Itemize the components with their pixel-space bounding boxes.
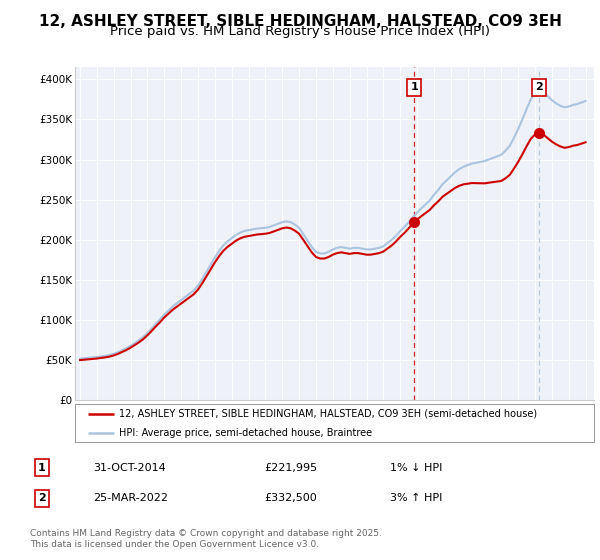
Text: £221,995: £221,995	[264, 463, 317, 473]
Text: HPI: Average price, semi-detached house, Braintree: HPI: Average price, semi-detached house,…	[119, 428, 372, 438]
Text: 1: 1	[410, 82, 418, 92]
Text: 2: 2	[38, 493, 46, 503]
Text: £332,500: £332,500	[264, 493, 317, 503]
Text: 2: 2	[535, 82, 543, 92]
Text: Contains HM Land Registry data © Crown copyright and database right 2025.
This d: Contains HM Land Registry data © Crown c…	[30, 529, 382, 549]
Text: 12, ASHLEY STREET, SIBLE HEDINGHAM, HALSTEAD, CO9 3EH (semi-detached house): 12, ASHLEY STREET, SIBLE HEDINGHAM, HALS…	[119, 409, 537, 419]
Text: 1: 1	[38, 463, 46, 473]
Text: 1% ↓ HPI: 1% ↓ HPI	[390, 463, 442, 473]
Text: 31-OCT-2014: 31-OCT-2014	[93, 463, 166, 473]
Text: 12, ASHLEY STREET, SIBLE HEDINGHAM, HALSTEAD, CO9 3EH: 12, ASHLEY STREET, SIBLE HEDINGHAM, HALS…	[38, 14, 562, 29]
Text: 3% ↑ HPI: 3% ↑ HPI	[390, 493, 442, 503]
Text: 25-MAR-2022: 25-MAR-2022	[93, 493, 168, 503]
Text: Price paid vs. HM Land Registry's House Price Index (HPI): Price paid vs. HM Land Registry's House …	[110, 25, 490, 38]
